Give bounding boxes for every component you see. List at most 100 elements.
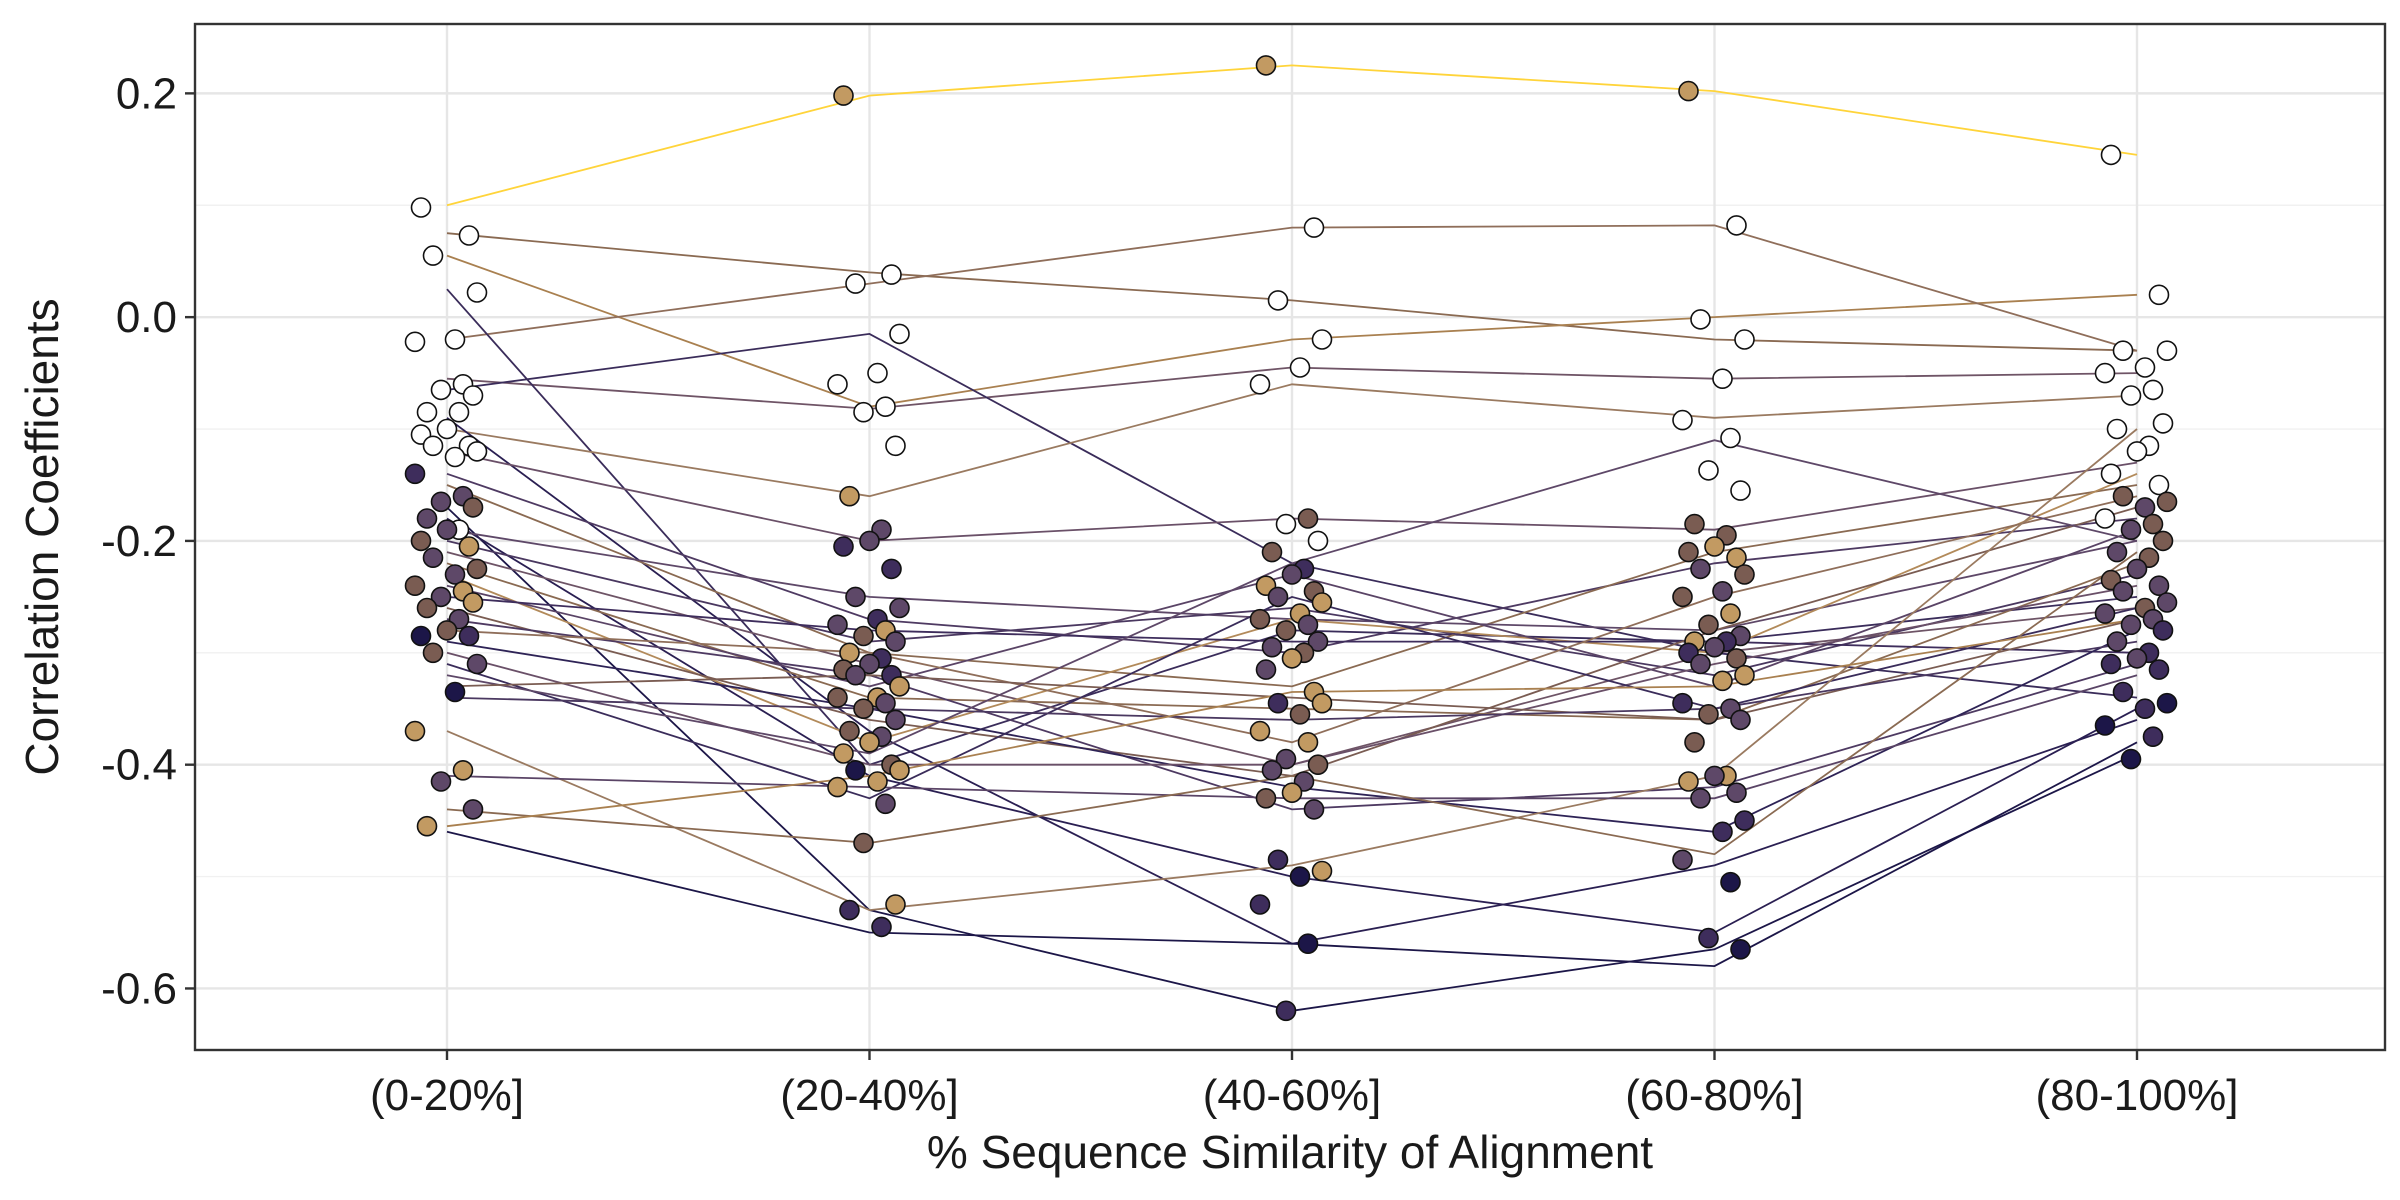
data-point [2112,340,2134,362]
data-point [2120,519,2142,541]
series-line [446,254,2138,408]
data-points [404,55,2178,1022]
data-point [1698,703,1719,725]
data-point [444,446,466,468]
data-point [430,771,452,792]
data-point [867,771,888,792]
data-point [1289,703,1311,725]
data-point [833,536,854,557]
data-point [1255,787,1277,809]
data-point [885,894,906,915]
data-point [416,815,438,837]
data-point [2094,508,2116,529]
data-point [2148,659,2170,680]
data-point [410,530,432,552]
data-point [1289,357,1311,378]
data-point [827,687,848,708]
data-point [1297,614,1319,636]
data-point [422,547,444,569]
data-point [1297,731,1319,753]
data-point [2094,603,2116,624]
data-point [1684,731,1705,753]
data-point [404,720,426,742]
data-point [1289,866,1311,887]
data-point [1684,513,1705,535]
data-point [2100,463,2122,485]
x-tick-label: (60-80%] [1625,1071,1804,1120]
data-point [1311,860,1333,882]
data-point [444,329,466,350]
data-point [458,625,480,647]
data-point [839,485,860,507]
data-point [462,385,484,406]
data-point [2120,385,2142,406]
data-point [1672,849,1693,871]
data-point [853,625,874,647]
data-point [1712,670,1733,692]
data-point [1726,782,1747,804]
data-point [458,225,480,246]
data-point [2152,413,2174,434]
data-point [1672,586,1693,608]
data-point [1704,636,1725,658]
data-point [845,273,866,294]
data-point [1267,849,1289,871]
data-point [1281,782,1303,804]
data-point [2134,497,2156,518]
x-tick-label: (0-20%] [370,1071,524,1120]
data-point [845,664,866,686]
data-point [881,558,902,580]
data-point [845,759,866,781]
y-tick-label: -0.4 [101,741,177,790]
data-point [839,899,860,921]
data-point [404,463,426,485]
data-point [1720,427,1741,449]
data-point [1726,215,1747,236]
data-point [1720,603,1741,624]
data-point [1275,620,1297,641]
data-point [853,832,874,854]
data-point [444,564,466,585]
y-tick-label: 0.0 [116,293,177,342]
data-point [430,379,452,401]
data-point [827,373,848,395]
data-point [430,491,452,513]
data-point [416,597,438,619]
series-line [446,618,2138,828]
data-point [2120,748,2142,770]
data-point [404,331,426,353]
data-point [422,642,444,664]
series-line [446,596,2138,654]
data-point [1678,771,1699,792]
data-point [2148,474,2170,496]
data-point [1261,541,1283,563]
data-point [833,743,854,764]
data-point [1275,748,1297,770]
data-point [416,508,438,529]
data-point [2134,698,2156,720]
data-point [889,597,910,619]
data-point [1720,871,1741,893]
data-point [1730,938,1751,960]
data-point [462,497,484,518]
data-point [1734,664,1755,686]
data-point [452,759,474,781]
data-point [2156,692,2178,714]
data-point [839,720,860,742]
x-tick-label: (40-60%] [1203,1071,1382,1120]
data-point [410,197,432,218]
data-point [1672,692,1693,714]
data-point [422,435,444,457]
series-line [446,484,2138,688]
data-point [466,558,488,580]
data-point [1249,720,1271,742]
data-point [1690,558,1711,580]
series-line [446,495,2138,744]
data-point [881,264,902,285]
data-point [410,625,432,647]
data-point [1307,530,1329,552]
data-point [1267,586,1289,608]
data-point [404,575,426,597]
data-point [2094,715,2116,736]
